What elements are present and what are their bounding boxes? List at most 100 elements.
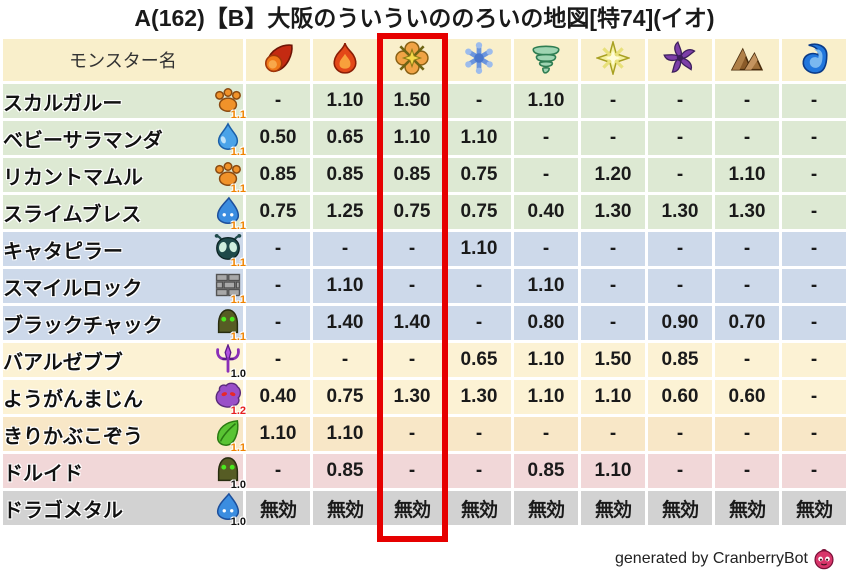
value-cell: - <box>246 84 310 118</box>
value-cell: 0.85 <box>380 158 444 192</box>
value-cell: 1.10 <box>581 454 645 488</box>
value-cell: - <box>246 232 310 266</box>
value-cell: - <box>447 454 511 488</box>
explosion-icon <box>395 40 429 79</box>
element-header-fireball <box>246 39 310 81</box>
value-cell: 0.75 <box>313 380 377 414</box>
value-cell: 1.40 <box>380 306 444 340</box>
monster-multiplier: 1.1 <box>230 331 246 343</box>
water-drop-icon: 1.1 <box>211 122 246 158</box>
paw-icon: 1.1 <box>211 159 246 195</box>
value-cell: - <box>782 195 846 229</box>
value-cell: - <box>447 417 511 451</box>
value-cell: 0.60 <box>715 380 779 414</box>
value-cell: 1.10 <box>313 417 377 451</box>
monster-multiplier: 1.1 <box>230 146 246 158</box>
monster-name-cell: ブラックチャック 1.1 <box>3 306 246 343</box>
monster-name: バアルゼブブ <box>3 351 123 374</box>
value-cell: 1.10 <box>514 380 578 414</box>
value-cell: 0.85 <box>313 454 377 488</box>
monster-name-cell: スライムブレス 1.1 <box>3 195 246 232</box>
cranberry-slime-icon <box>813 548 835 570</box>
value-cell: 1.10 <box>581 380 645 414</box>
value-cell: - <box>246 269 310 303</box>
value-cell: 1.10 <box>246 417 310 451</box>
monster-name: ベビーサラマンダ <box>3 129 163 152</box>
value-cell: - <box>581 232 645 266</box>
value-cell: - <box>782 380 846 414</box>
value-cell: 1.50 <box>581 343 645 377</box>
value-cell: - <box>782 232 846 266</box>
value-cell: 無効 <box>380 491 444 525</box>
tornado-icon <box>529 45 563 79</box>
value-cell: 0.60 <box>648 380 712 414</box>
value-cell: - <box>514 232 578 266</box>
value-cell: - <box>313 343 377 377</box>
dark-blob-icon: 1.1 <box>211 307 246 343</box>
trident-icon: 1.0 <box>211 344 246 380</box>
value-cell: 1.25 <box>313 195 377 229</box>
monster-multiplier: 1.1 <box>230 257 246 269</box>
monster-multiplier: 1.0 <box>230 368 246 380</box>
page-title: A(162)【B】大阪のういういののろいの地図[特74](イオ) <box>134 5 715 31</box>
monster-row: ブラックチャック 1.1-1.40 1.40-0.80-0.90 0.70- <box>3 306 846 343</box>
value-cell: 1.10 <box>447 232 511 266</box>
value-cell: - <box>648 121 712 155</box>
value-cell: - <box>782 454 846 488</box>
header-row: モンスター名 <box>3 38 846 81</box>
value-cell: 無効 <box>648 491 712 525</box>
value-cell: - <box>447 84 511 118</box>
monster-name-cell: ドラゴメタル 1.0 <box>3 491 246 528</box>
value-cell: - <box>715 232 779 266</box>
value-cell: - <box>782 158 846 192</box>
value-cell: 1.10 <box>447 121 511 155</box>
element-header-dark-pinwheel <box>648 39 712 81</box>
monster-name-cell: バアルゼブブ 1.0 <box>3 343 246 380</box>
monster-multiplier: 1.0 <box>230 516 246 528</box>
monster-name-cell: キャタピラー 1.1 <box>3 232 246 269</box>
value-cell: 1.10 <box>514 343 578 377</box>
value-cell: - <box>581 269 645 303</box>
footer: generated by CranberryBot <box>615 548 835 570</box>
value-cell: - <box>581 306 645 340</box>
monster-name: ようがんまじん <box>3 388 143 411</box>
value-cell: 0.75 <box>246 195 310 229</box>
monster-name: スライムブレス <box>3 203 142 226</box>
monster-multiplier: 1.1 <box>230 220 246 232</box>
value-cell: 0.85 <box>514 454 578 488</box>
value-cell: - <box>715 454 779 488</box>
fireball-icon <box>261 43 295 79</box>
value-cell: - <box>246 343 310 377</box>
monster-name: リカントマムル <box>3 166 143 189</box>
monster-row: キャタピラー 1.1- - -1.10- - - - - <box>3 232 846 269</box>
monster-multiplier: 1.1 <box>230 294 246 306</box>
value-cell: - <box>782 269 846 303</box>
monster-row: スカルガルー 1.1-1.10 1.50-1.10- - - - <box>3 84 846 121</box>
value-cell: 1.30 <box>581 195 645 229</box>
monster-name-cell: きりかぶこぞう 1.1 <box>3 417 246 454</box>
value-cell: 無効 <box>581 491 645 525</box>
resistance-table: モンスター名 スカルガルー 1.1-1.10 1.50-1.10- - - - ベビーサラマ… <box>0 36 849 528</box>
value-cell: - <box>782 84 846 118</box>
value-cell: 0.75 <box>380 195 444 229</box>
monster-name-header: モンスター名 <box>3 39 243 81</box>
value-cell: - <box>782 343 846 377</box>
value-cell: - <box>782 121 846 155</box>
value-cell: - <box>715 343 779 377</box>
value-cell: - <box>782 306 846 340</box>
value-cell: 0.50 <box>246 121 310 155</box>
value-cell: 0.80 <box>514 306 578 340</box>
value-cell: 0.70 <box>715 306 779 340</box>
paw-icon: 1.1 <box>211 85 246 121</box>
dark-blob-icon: 1.0 <box>211 455 246 491</box>
value-cell: 1.10 <box>380 121 444 155</box>
bug-icon: 1.1 <box>211 233 246 269</box>
value-cell: 無効 <box>514 491 578 525</box>
value-cell: - <box>313 232 377 266</box>
value-cell: - <box>581 417 645 451</box>
flame-icon <box>328 42 362 79</box>
monster-row: スライムブレス 1.1 0.75 1.25 0.75 0.75 0.40 1.30 1.30 1.… <box>3 195 846 232</box>
resistance-table-wrap: モンスター名 スカルガルー 1.1-1.10 1.50-1.10- - - - ベビーサラマ… <box>0 33 849 542</box>
light-star-icon <box>594 38 632 79</box>
value-cell: - <box>246 306 310 340</box>
